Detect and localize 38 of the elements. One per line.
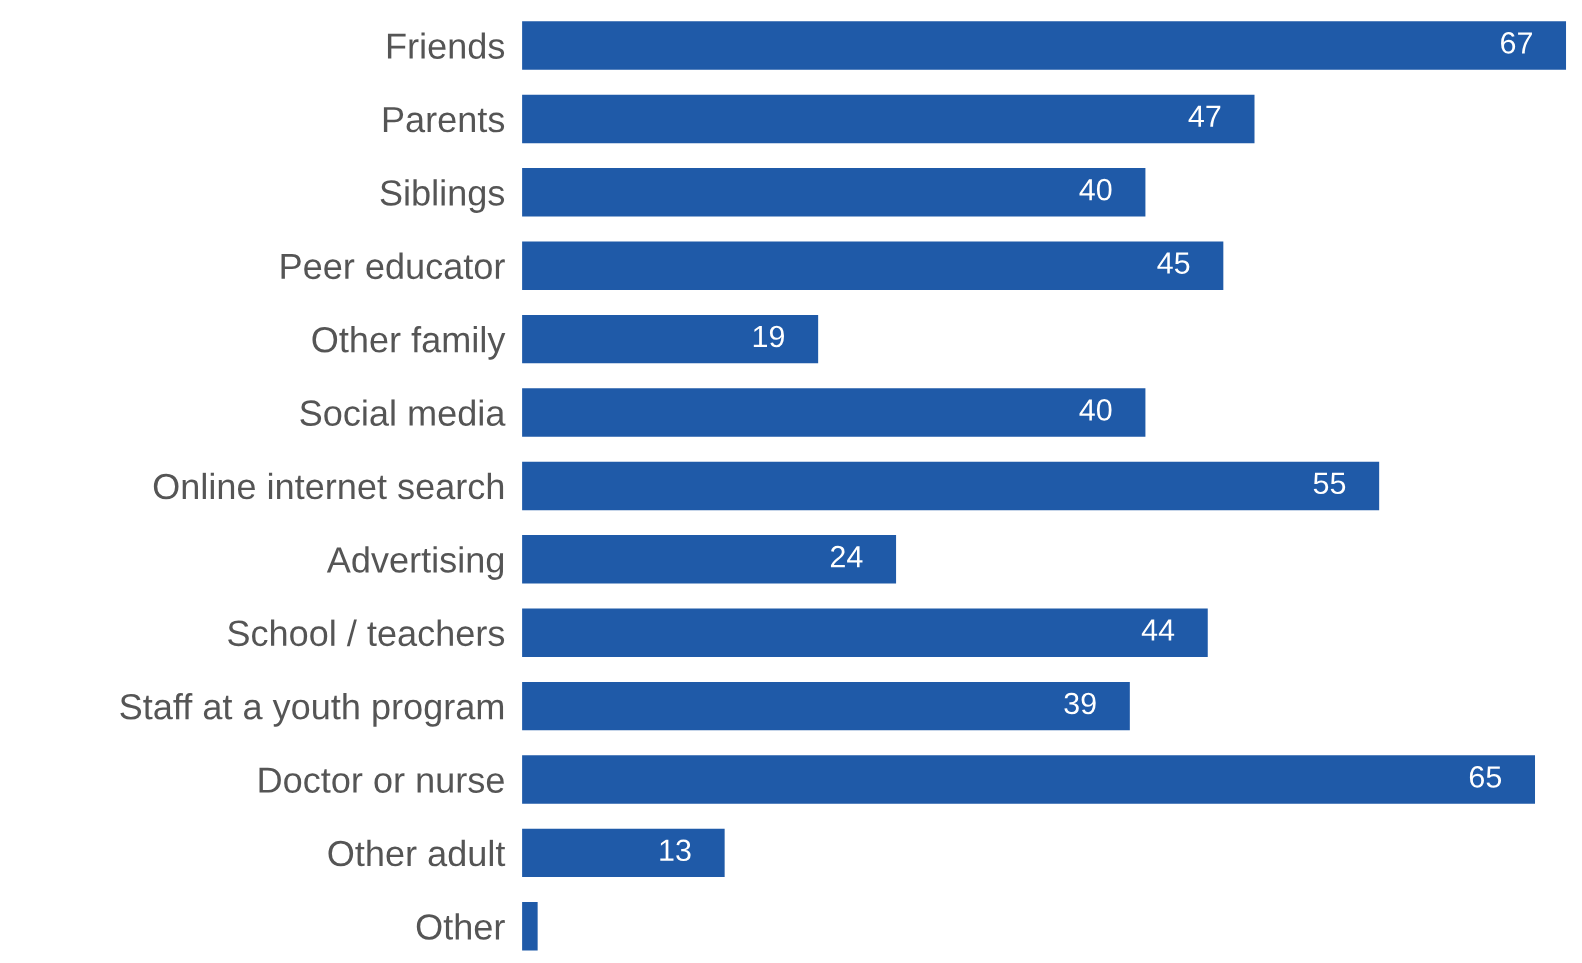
y-tick-label: Siblings <box>380 179 505 213</box>
bar <box>522 535 897 584</box>
data-label: 47 <box>1188 105 1221 127</box>
y-tick-label: Friends <box>387 32 505 59</box>
bar <box>522 608 1208 657</box>
data-label: 44 <box>1141 619 1175 641</box>
bar <box>522 828 725 878</box>
y-tick-label: Online internet search <box>153 472 504 500</box>
y-tick-label: Social media <box>300 399 506 426</box>
bar <box>522 681 1130 731</box>
y-tick-label: Other family <box>312 326 506 360</box>
data-label: 19 <box>753 325 785 348</box>
bar <box>522 21 1567 70</box>
bar <box>522 755 1536 804</box>
data-label: 40 <box>1079 399 1112 421</box>
data-label: 24 <box>830 545 863 568</box>
y-tick-label: Staff at a youth program <box>120 693 504 727</box>
data-label: 55 <box>1313 472 1346 495</box>
y-tick-label: Parents <box>383 107 505 133</box>
bar <box>522 94 1255 144</box>
y-tick-label: Peer educator <box>281 252 505 280</box>
data-label: 65 <box>1469 766 1502 788</box>
bar <box>522 461 1380 511</box>
y-tick-label: Advertising <box>326 546 504 580</box>
data-label: 13 <box>660 839 691 862</box>
bar <box>522 168 1146 217</box>
bar <box>522 902 538 951</box>
data-label: 67 <box>1501 32 1532 54</box>
data-label: 39 <box>1064 692 1096 715</box>
bar <box>522 241 1224 290</box>
data-label: 40 <box>1079 178 1112 201</box>
y-tick-label: Doctor or nurse <box>259 767 504 793</box>
bar <box>522 388 1146 437</box>
y-tick-label: Other adult <box>328 839 506 867</box>
y-tick-label: Other <box>416 913 505 940</box>
bar <box>522 314 819 364</box>
data-label: 45 <box>1157 252 1190 274</box>
y-tick-label: School / teachers <box>228 619 505 647</box>
